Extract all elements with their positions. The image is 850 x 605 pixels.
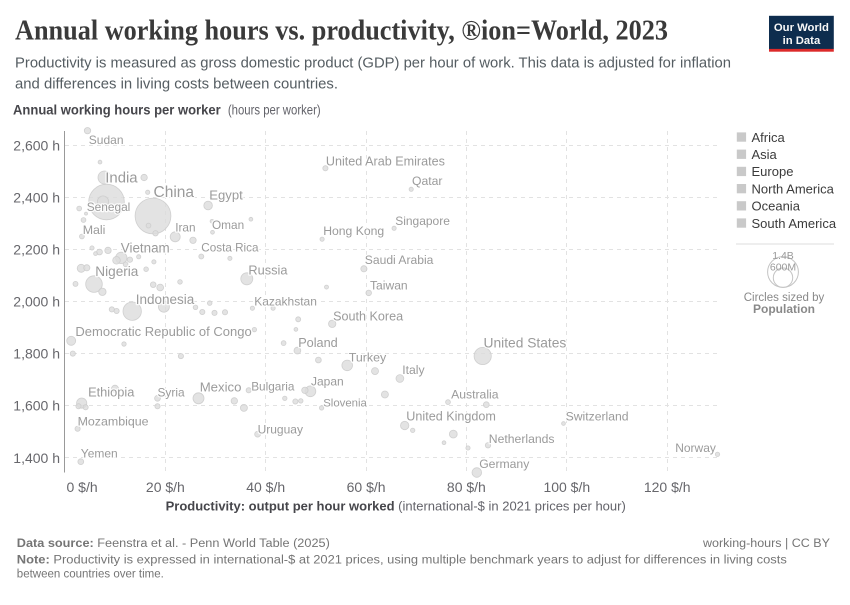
svg-text:Qatar: Qatar bbox=[412, 174, 442, 188]
svg-text:100 $/h: 100 $/h bbox=[543, 479, 590, 495]
svg-text:Costa Rica: Costa Rica bbox=[201, 242, 259, 255]
svg-text:2,000 h: 2,000 h bbox=[13, 294, 60, 310]
svg-text:United States: United States bbox=[484, 336, 567, 351]
svg-text:North America: North America bbox=[752, 181, 835, 196]
svg-text:United Arab Emirates: United Arab Emirates bbox=[326, 154, 445, 168]
svg-text:Data source: Feenstra et al. -: Data source: Feenstra et al. - Penn Worl… bbox=[17, 538, 330, 550]
svg-text:0 $/h: 0 $/h bbox=[67, 479, 98, 495]
svg-text:Norway: Norway bbox=[675, 441, 716, 455]
svg-text:1,400 h: 1,400 h bbox=[13, 450, 60, 466]
svg-text:Italy: Italy bbox=[402, 363, 425, 377]
svg-text:Turkey: Turkey bbox=[349, 351, 387, 365]
svg-text:40 $/h: 40 $/h bbox=[246, 479, 285, 495]
svg-text:1.4B: 1.4B bbox=[772, 250, 794, 262]
svg-text:Mexico: Mexico bbox=[200, 380, 242, 395]
svg-text:India: India bbox=[105, 171, 138, 187]
svg-text:20 $/h: 20 $/h bbox=[146, 479, 185, 495]
svg-text:2,400 h: 2,400 h bbox=[13, 189, 60, 205]
svg-text:Senegal: Senegal bbox=[87, 200, 131, 214]
svg-text:Taiwan: Taiwan bbox=[370, 279, 408, 293]
svg-text:Nigeria: Nigeria bbox=[95, 264, 139, 279]
svg-text:Russia: Russia bbox=[248, 262, 288, 277]
svg-text:Population: Population bbox=[753, 302, 815, 316]
svg-text:and differences in living cost: and differences in living costs between … bbox=[15, 77, 338, 93]
svg-text:2,600 h: 2,600 h bbox=[13, 137, 60, 153]
svg-text:Note: Productivity is expresse: Note: Productivity is expressed in inter… bbox=[17, 555, 787, 567]
svg-text:Oceania: Oceania bbox=[752, 199, 801, 214]
svg-text:Oman: Oman bbox=[212, 218, 244, 232]
svg-text:Netherlands: Netherlands bbox=[489, 432, 555, 446]
svg-text:Productivity is measured as gr: Productivity is measured as gross domest… bbox=[15, 56, 731, 72]
svg-text:Syria: Syria bbox=[158, 386, 185, 400]
svg-text:Productivity: output per hour: Productivity: output per hour worked (in… bbox=[166, 499, 626, 514]
svg-text:2,200 h: 2,200 h bbox=[13, 241, 60, 257]
svg-text:Sudan: Sudan bbox=[89, 133, 124, 147]
svg-text:1,800 h: 1,800 h bbox=[13, 346, 60, 362]
svg-text:South America: South America bbox=[752, 216, 837, 231]
svg-text:Yemen: Yemen bbox=[81, 446, 118, 460]
svg-text:Slovenia: Slovenia bbox=[323, 397, 367, 409]
svg-text:Saudi Arabia: Saudi Arabia bbox=[365, 253, 434, 267]
svg-text:Mali: Mali bbox=[83, 223, 106, 237]
svg-text:Annual working hours vs. produ: Annual working hours vs. productivity, ®… bbox=[15, 16, 668, 47]
svg-text:Africa: Africa bbox=[752, 130, 786, 145]
svg-text:Mozambique: Mozambique bbox=[78, 415, 149, 429]
svg-text:Iran: Iran bbox=[175, 221, 195, 235]
svg-text:1,600 h: 1,600 h bbox=[13, 398, 60, 414]
svg-text:Singapore: Singapore bbox=[395, 214, 450, 228]
svg-text:Hong Kong: Hong Kong bbox=[323, 224, 384, 238]
svg-text:Switzerland: Switzerland bbox=[566, 410, 629, 424]
svg-text:Asia: Asia bbox=[752, 147, 778, 162]
svg-text:between countries over time.: between countries over time. bbox=[17, 569, 164, 581]
svg-text:Egypt: Egypt bbox=[209, 187, 243, 202]
svg-text:South Korea: South Korea bbox=[333, 310, 403, 324]
svg-text:United Kingdom: United Kingdom bbox=[406, 410, 496, 424]
svg-text:600M: 600M bbox=[770, 262, 796, 274]
svg-text:China: China bbox=[154, 184, 195, 201]
svg-text:Uruguay: Uruguay bbox=[258, 422, 303, 436]
svg-text:Ethiopia: Ethiopia bbox=[88, 384, 135, 399]
svg-text:Poland: Poland bbox=[298, 336, 338, 350]
svg-text:Circles sized by: Circles sized by bbox=[744, 292, 825, 304]
svg-text:working-hours | CC BY: working-hours | CC BY bbox=[702, 538, 830, 550]
svg-text:Vietnam: Vietnam bbox=[121, 241, 170, 256]
svg-text:Democratic Republic of Congo: Democratic Republic of Congo bbox=[75, 324, 251, 339]
svg-text:Australia: Australia bbox=[451, 388, 499, 402]
svg-text:Bulgaria: Bulgaria bbox=[251, 379, 295, 393]
svg-text:Japan: Japan bbox=[311, 375, 344, 389]
svg-text:Annual working hours per worke: Annual working hours per worker (hours p… bbox=[13, 103, 321, 118]
svg-text:Europe: Europe bbox=[752, 164, 794, 179]
svg-text:80 $/h: 80 $/h bbox=[447, 479, 486, 495]
svg-text:Indonesia: Indonesia bbox=[136, 292, 195, 307]
svg-text:60 $/h: 60 $/h bbox=[347, 479, 386, 495]
svg-text:Kazakhstan: Kazakhstan bbox=[254, 295, 317, 309]
svg-text:in Data: in Data bbox=[783, 35, 821, 47]
svg-text:120 $/h: 120 $/h bbox=[644, 479, 691, 495]
svg-text:Germany: Germany bbox=[479, 457, 530, 471]
svg-text:Our World: Our World bbox=[774, 22, 829, 34]
